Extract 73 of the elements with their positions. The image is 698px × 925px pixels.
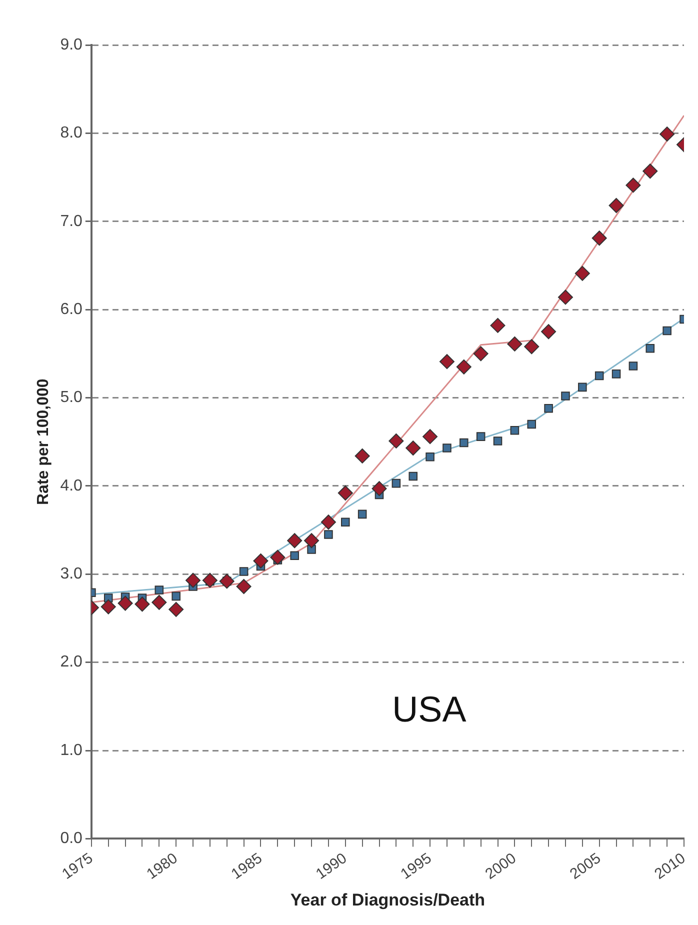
point [574, 266, 590, 281]
y-tick-label: 1.0 [60, 742, 83, 759]
y-tick-label: 2.0 [60, 654, 83, 671]
point [388, 433, 404, 448]
point [152, 594, 167, 610]
point [439, 354, 454, 370]
point [186, 572, 201, 588]
point [134, 596, 150, 612]
y-tick-label: 8.0 [60, 124, 83, 142]
point [660, 126, 675, 142]
y-tick-label: 3.0 [60, 566, 83, 583]
point [392, 478, 401, 488]
point [202, 572, 218, 588]
point [154, 586, 164, 594]
point [646, 344, 655, 353]
point [662, 326, 672, 336]
point [524, 339, 540, 354]
point [490, 318, 506, 333]
point [592, 230, 607, 246]
point [626, 178, 641, 193]
point [510, 426, 520, 435]
y-axis-title: Rate per 100,000 [35, 378, 52, 506]
point [372, 481, 387, 496]
point [354, 448, 370, 464]
y-tick-label: 4.0 [60, 477, 83, 494]
x-axis-title: Year of Diagnosis/Death [290, 890, 486, 910]
point [219, 574, 234, 589]
point [253, 553, 268, 568]
point [408, 472, 418, 481]
point [118, 596, 133, 611]
point [456, 359, 472, 374]
point [608, 198, 624, 214]
point [561, 392, 570, 400]
point [358, 510, 367, 519]
point [290, 551, 299, 560]
y-tick-label: 6.0 [60, 300, 83, 318]
point [541, 324, 556, 340]
point [324, 530, 333, 539]
point [612, 370, 621, 378]
point [100, 599, 116, 614]
y-tick-label: 5.0 [60, 389, 83, 406]
point [476, 432, 486, 441]
point [473, 346, 488, 362]
point [338, 486, 353, 501]
point [642, 164, 658, 179]
y-tick-label: 0.0 [60, 830, 83, 848]
point [460, 438, 468, 448]
point [320, 514, 336, 530]
point [270, 550, 286, 565]
x-tick-label: 1990 [312, 850, 350, 883]
point [236, 578, 252, 594]
y-tick-label: 7.0 [60, 212, 83, 230]
point [527, 420, 536, 429]
point [426, 452, 434, 462]
point [406, 440, 421, 456]
point [594, 371, 604, 380]
point [493, 436, 502, 446]
point [558, 290, 573, 305]
point [341, 518, 350, 526]
point [239, 567, 248, 576]
x-tick-label: 1980 [144, 850, 181, 883]
point [422, 429, 438, 444]
point [507, 336, 522, 352]
point [304, 533, 320, 548]
point [628, 362, 638, 370]
y-tick-label: 9.0 [60, 36, 83, 54]
point [578, 382, 587, 392]
point [287, 533, 302, 548]
point [544, 404, 553, 413]
annotation: USA [392, 688, 466, 730]
point [172, 592, 180, 601]
point [168, 602, 184, 617]
point [442, 444, 452, 452]
